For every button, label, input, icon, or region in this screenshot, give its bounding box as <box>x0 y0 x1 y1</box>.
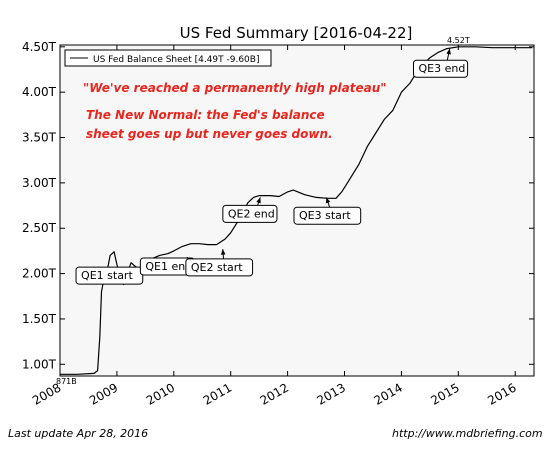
chart-title: US Fed Summary [2016-04-22] <box>180 24 413 42</box>
annotation-label: QE3 end <box>418 62 465 75</box>
y-axis: 1.00T 1.50T 2.00T 2.50T 3.00T 3.50T 4.00T 4.50T <box>22 40 534 371</box>
y-tick-label: 2.50T <box>22 221 57 235</box>
annotation: QE2 start <box>185 249 254 277</box>
y-tick-label: 1.50T <box>22 312 57 326</box>
commentary-quote: "We've reached a permanently high platea… <box>83 81 387 95</box>
source-url: http://www.mdbriefing.com <box>392 427 543 440</box>
annotation-arrowhead <box>220 249 226 255</box>
min-value-label: 871B <box>56 377 77 386</box>
legend-label: US Fed Balance Sheet [4.49T -9.60B] <box>93 55 259 65</box>
x-tick-label: 2013 <box>315 380 348 407</box>
annotation: QE1 start <box>75 266 144 285</box>
last-update-text: Last update Apr 28, 2016 <box>8 427 149 440</box>
annotation-label: QE3 start <box>299 209 351 222</box>
annotation-arrowhead <box>256 197 261 204</box>
annotation-label: QE2 start <box>191 261 243 274</box>
commentary: "We've reached a permanently high platea… <box>83 81 387 141</box>
annotation-box <box>293 206 362 225</box>
annotation: QE3 start <box>293 197 362 225</box>
y-tick-label: 3.00T <box>22 176 57 190</box>
x-tick-label: 2012 <box>258 380 291 407</box>
annotation-label: QE2 end <box>228 207 275 220</box>
annotation: QE1 end <box>139 256 195 276</box>
annotation: QE3 end <box>412 48 469 78</box>
legend: US Fed Balance Sheet [4.49T -9.60B] <box>64 49 272 67</box>
annotation-box <box>222 204 278 223</box>
annotation-box <box>75 266 144 285</box>
x-tick-label: 2014 <box>371 380 404 407</box>
y-tick-label: 4.50T <box>22 40 57 54</box>
annotation-box <box>185 258 254 277</box>
annotation: QE2 end <box>222 197 278 223</box>
commentary-line-1: The New Normal: the Fed's balance <box>86 108 325 122</box>
y-tick-label: 4.00T <box>22 85 57 99</box>
max-value-label: 4.52T <box>447 36 470 45</box>
annotation-box <box>412 59 469 78</box>
annotation-label: QE1 start <box>81 269 133 282</box>
annotation-arrowhead <box>325 197 331 204</box>
x-tick-label: 2009 <box>87 380 120 407</box>
y-tick-label: 1.00T <box>22 357 57 371</box>
x-tick-label: 2011 <box>201 380 234 407</box>
x-tick-label: 2016 <box>485 380 518 407</box>
x-tick-label: 2010 <box>144 380 177 407</box>
x-tick-label: 2015 <box>428 380 461 407</box>
annotation-arrowhead <box>446 48 451 55</box>
legend-box <box>64 49 272 67</box>
annotation-label: QE1 end <box>145 260 192 273</box>
commentary-line-2: sheet goes up but never goes down. <box>86 127 333 141</box>
y-tick-label: 2.00T <box>22 267 57 281</box>
y-tick-label: 3.50T <box>22 131 57 145</box>
